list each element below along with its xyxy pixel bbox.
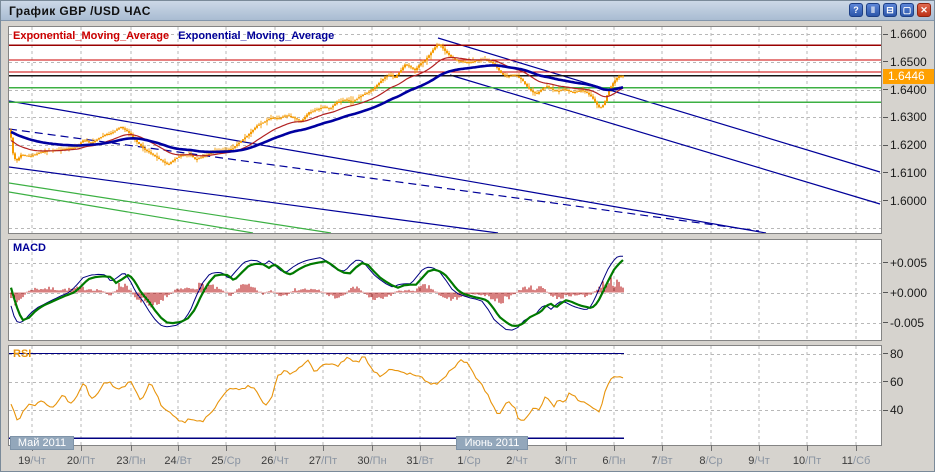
candle-wicks	[10, 42, 624, 166]
date-tick	[662, 445, 663, 451]
macd-axis-label: +0.000	[890, 285, 928, 300]
macd-histogram	[10, 273, 624, 308]
date-tick	[566, 445, 567, 451]
price-axis-label: 1.6100	[890, 165, 927, 180]
rsi-label: RSI	[13, 348, 32, 360]
axis-tick	[883, 33, 888, 35]
macd-axis-label: -0.005	[890, 315, 925, 330]
date-label: 26/Чт	[261, 455, 289, 467]
axis-tick	[883, 322, 888, 323]
axis-tick	[883, 200, 888, 202]
date-label: 6/Пн	[602, 455, 626, 467]
axis-tick	[883, 61, 888, 63]
maximize-button[interactable]: ▢	[900, 3, 914, 17]
date-label: 8/Ср	[699, 455, 723, 467]
price-axis-label: 1.6200	[890, 138, 927, 153]
date-label: 25/Ср	[211, 455, 241, 467]
axis-tick	[883, 116, 888, 118]
pause-button[interactable]: ‖	[866, 3, 880, 17]
axis-tick	[883, 381, 888, 383]
macd-axis-label: +0.005	[890, 255, 928, 270]
ema-fast-legend-label: Exponential_Moving_Average	[13, 30, 170, 42]
vertical-gridlines	[31, 27, 857, 233]
date-label: 3/Пт	[554, 455, 578, 467]
date-tick	[759, 445, 760, 451]
price-axis-label: 1.6400	[890, 82, 927, 97]
vertical-gridlines	[31, 346, 857, 445]
axis-tick	[883, 144, 888, 146]
rsi-axis-label: 60	[890, 374, 904, 389]
axis-tick	[883, 409, 888, 411]
ema-legend: Exponential_Moving_Average Exponential_M…	[13, 30, 334, 42]
ema-slow-line	[10, 64, 624, 154]
rsi-svg	[9, 346, 881, 445]
date-tick	[711, 445, 712, 451]
window-buttons: ? ‖ ⊟ ▢ ✕	[849, 3, 931, 17]
date-label: 27/Пт	[308, 455, 338, 467]
date-tick	[614, 445, 615, 451]
date-label: 2/Чт	[506, 455, 528, 467]
date-tick	[81, 445, 82, 451]
macd-svg	[9, 240, 881, 340]
ema-fast-line	[10, 56, 624, 157]
axis-tick	[883, 262, 888, 263]
month-badge-june: Июнь 2011	[456, 436, 528, 450]
price-axis-label: 1.6000	[890, 193, 927, 208]
tile-button[interactable]: ⊟	[883, 3, 897, 17]
date-label: 11/Сб	[841, 455, 871, 467]
date-label: 31/Вт	[406, 455, 434, 467]
ema-slow-legend-label: Exponential_Moving_Average	[178, 30, 335, 42]
date-label: 1/Ср	[457, 455, 481, 467]
date-label: 30/Пн	[357, 455, 387, 467]
date-label: 10/Пт	[792, 455, 822, 467]
date-label: 19/Чт	[18, 455, 46, 467]
date-label: 20/Пт	[66, 455, 96, 467]
close-button[interactable]: ✕	[917, 3, 931, 17]
month-badge-may: Май 2011	[10, 436, 74, 450]
title-bar[interactable]: График GBP /USD ЧАС ? ‖ ⊟ ▢ ✕	[1, 1, 934, 21]
date-tick	[131, 445, 132, 451]
date-label: 7/Вт	[651, 455, 673, 467]
rsi-axis-label: 80	[890, 346, 904, 361]
vertical-gridlines	[31, 240, 857, 340]
date-tick	[178, 445, 179, 451]
price-axis-label: 1.6600	[890, 27, 927, 41]
axis-tick	[883, 89, 888, 91]
axis-tick	[883, 172, 888, 174]
macd-main-line	[9, 259, 624, 328]
help-button[interactable]: ?	[849, 3, 863, 17]
current-price-tag: 1.6446	[883, 69, 934, 85]
price-axis-label: 1.6300	[890, 110, 927, 125]
date-tick	[226, 445, 227, 451]
date-label: 24/Вт	[164, 455, 192, 467]
price-chart-svg	[9, 27, 881, 233]
date-tick	[807, 445, 808, 451]
date-tick	[323, 445, 324, 451]
rsi-panel	[8, 345, 882, 446]
price-axis-label: 1.6500	[890, 54, 927, 69]
date-label: 9/Чт	[748, 455, 770, 467]
axis-tick	[883, 353, 888, 354]
date-tick	[420, 445, 421, 451]
date-tick	[372, 445, 373, 451]
date-tick	[275, 445, 276, 451]
window-title: График GBP /USD ЧАС	[9, 4, 151, 18]
date-tick	[856, 445, 857, 451]
axis-tick	[883, 292, 888, 293]
rsi-axis-label: 40	[890, 403, 904, 417]
price-chart-panel	[8, 26, 882, 234]
rsi-line	[10, 356, 624, 424]
macd-label: MACD	[13, 242, 46, 254]
macd-panel	[8, 239, 882, 341]
date-label: 23/Пн	[116, 455, 146, 467]
